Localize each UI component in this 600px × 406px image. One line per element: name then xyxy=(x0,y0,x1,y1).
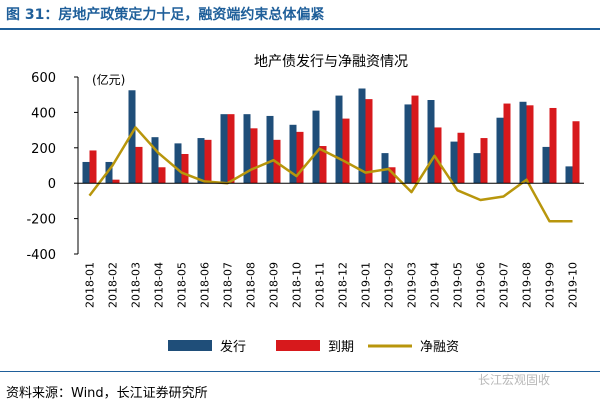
watermark: 长江宏观固收 xyxy=(478,373,551,387)
x-tick-label: 2019-02 xyxy=(383,262,396,308)
bar-issuance xyxy=(381,153,389,184)
bar-maturity xyxy=(158,167,166,184)
bar-issuance xyxy=(82,161,90,184)
bar-issuance xyxy=(197,138,205,184)
x-tick-label: 2018-02 xyxy=(107,262,120,308)
x-tick-label: 2018-10 xyxy=(291,262,304,308)
bar-maturity xyxy=(135,146,143,184)
bar-issuance xyxy=(220,114,228,184)
bar-maturity xyxy=(572,121,580,184)
y-tick-label: 400 xyxy=(31,106,56,121)
bar-issuance xyxy=(128,90,136,184)
x-tick-label: 2019-05 xyxy=(452,262,465,308)
legend-swatch xyxy=(168,340,212,351)
bar-issuance xyxy=(450,141,458,184)
chart-title: 地产债发行与净融资情况 xyxy=(254,54,408,70)
legend-label: 发行 xyxy=(220,339,246,355)
x-tick-label: 2018-04 xyxy=(153,262,166,308)
bar-issuance xyxy=(404,104,412,184)
x-tick-label: 2019-03 xyxy=(406,262,419,308)
bar-maturity xyxy=(227,114,235,184)
bar-maturity xyxy=(526,105,534,184)
bar-issuance xyxy=(105,161,113,184)
unit-label: (亿元) xyxy=(92,72,125,87)
bar-maturity xyxy=(457,132,465,184)
x-tick-label: 2019-01 xyxy=(360,262,373,308)
bar-issuance xyxy=(243,114,251,184)
title-divider xyxy=(0,28,600,30)
x-tick-label: 2019-10 xyxy=(567,262,580,308)
x-tick-label: 2018-06 xyxy=(199,262,212,308)
bar-issuance xyxy=(542,146,550,184)
bar-maturity xyxy=(411,95,419,184)
source-note: 资料来源：Wind，长江证券研究所 xyxy=(6,386,208,401)
x-tick-label: 2018-03 xyxy=(130,262,143,308)
x-tick-label: 2019-04 xyxy=(429,262,442,308)
bar-issuance xyxy=(289,124,297,184)
y-tick-label: 0 xyxy=(48,177,56,192)
bar-issuance xyxy=(335,95,343,184)
bar-maturity xyxy=(89,150,97,184)
bar-issuance xyxy=(151,137,159,184)
legend-label: 到期 xyxy=(328,340,354,355)
x-tick-label: 2019-08 xyxy=(521,262,534,308)
x-tick-label: 2019-07 xyxy=(498,262,511,308)
axes-group: -400 -200 0 200 400 600 2018-01 2018-02 2018-03 2… xyxy=(26,71,584,308)
x-tick-label: 2018-08 xyxy=(245,262,258,308)
net-financing-line xyxy=(88,126,573,223)
bar-maturity xyxy=(549,107,557,184)
bar-maturity xyxy=(480,138,488,184)
line-group xyxy=(88,126,573,223)
y-tick-label: -400 xyxy=(26,248,56,263)
figure-title: 图 31：房地产政策定力十足，融资端约束总体偏紧 xyxy=(6,7,325,23)
bar-maturity xyxy=(365,99,373,184)
bar-issuance xyxy=(473,153,481,184)
x-tick-label: 2018-11 xyxy=(314,262,327,308)
bars-group xyxy=(82,88,580,184)
bar-maturity xyxy=(181,153,189,184)
bar-maturity xyxy=(503,103,511,184)
x-tick-label: 2018-07 xyxy=(222,262,235,308)
bar-maturity xyxy=(388,167,396,184)
bar-issuance xyxy=(427,100,435,184)
x-tick-label: 2018-05 xyxy=(176,262,189,308)
x-tick-label: 2019-09 xyxy=(544,262,557,308)
bar-maturity xyxy=(342,118,350,184)
legend-swatch xyxy=(276,340,320,351)
y-tick-label: 600 xyxy=(31,71,56,86)
bar-maturity xyxy=(319,146,327,184)
labels-group: 地产债发行与净融资情况 (亿元) 发行 到期 净融资 xyxy=(92,54,459,355)
bar-maturity xyxy=(112,179,120,184)
y-tick-label: 200 xyxy=(31,142,56,157)
bar-issuance xyxy=(266,115,274,184)
bar-issuance xyxy=(496,117,504,184)
x-tick-label: 2018-09 xyxy=(268,262,281,308)
bar-issuance xyxy=(519,101,527,184)
x-tick-label: 2019-06 xyxy=(475,262,488,308)
x-tick-label: 2018-12 xyxy=(337,262,350,308)
footer-divider xyxy=(0,371,600,372)
bar-issuance xyxy=(565,166,573,184)
bar-maturity xyxy=(250,128,258,184)
bar-issuance xyxy=(358,88,366,184)
y-tick-label: -200 xyxy=(26,213,56,228)
x-tick-label: 2018-01 xyxy=(84,262,97,308)
legend-label: 净融资 xyxy=(420,340,459,355)
bar-maturity xyxy=(296,131,304,184)
bar-maturity xyxy=(434,127,442,184)
bar-maturity xyxy=(204,139,212,184)
bar-issuance xyxy=(174,143,182,184)
bar-issuance xyxy=(312,110,320,184)
